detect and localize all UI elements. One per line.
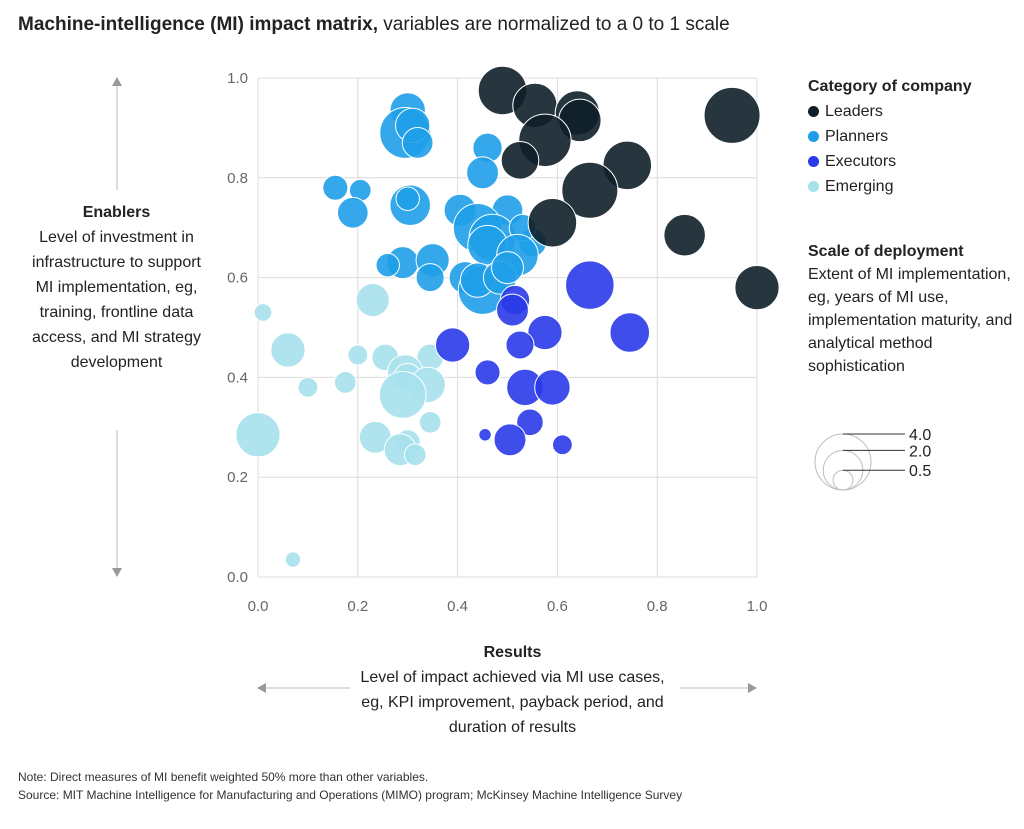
bubble-planners <box>401 127 434 159</box>
bubble-executors <box>474 359 501 386</box>
title-rest: variables are normalized to a 0 to 1 sca… <box>378 14 730 35</box>
size-legend-circle <box>814 433 872 491</box>
bubble-emerging <box>355 282 390 318</box>
size-legend-description: Extent of MI implementation, eg, years o… <box>808 266 1013 375</box>
size-legend-circles: 4.02.0 0.5 <box>814 427 931 491</box>
bubble-leaders <box>734 264 780 311</box>
x-axis-description: Level of impact achieved via MI use case… <box>360 669 665 736</box>
bubble-executors <box>434 327 471 363</box>
legend-swatch-leaders <box>808 106 819 117</box>
bubble-planners <box>336 196 369 229</box>
y-arrow-up-icon <box>112 77 122 86</box>
legend-item-emerging: Emerging <box>808 174 972 199</box>
size-legend-text: Scale of deployment Extent of MI impleme… <box>808 240 1013 378</box>
bubble-planners <box>491 251 524 285</box>
x-axis-label: Results Level of impact achieved via MI … <box>355 640 670 740</box>
y-tick-label: 0.2 <box>227 469 248 486</box>
bubble-emerging <box>253 303 273 322</box>
bubble-emerging <box>235 412 281 458</box>
x-axis-title: Results <box>483 644 542 661</box>
bubble-leaders <box>527 197 578 248</box>
y-tick-label: 0.6 <box>227 270 248 287</box>
bubble-leaders <box>663 213 706 257</box>
legend-swatch-executors <box>808 156 819 167</box>
title-bold: Machine-intelligence (MI) impact matrix, <box>18 14 379 35</box>
bubble-planners <box>415 263 445 293</box>
x-tick-label: 0.4 <box>447 598 468 615</box>
legend-label-emerging: Emerging <box>825 178 894 195</box>
legend-title: Category of company <box>808 78 972 95</box>
legend-item-planners: Planners <box>808 124 972 149</box>
y-axis-label: Enablers Level of investment in infrastr… <box>24 200 209 375</box>
size-legend-value: 0.5 <box>909 463 931 480</box>
legend-item-executors: Executors <box>808 149 972 174</box>
size-legend-circle <box>832 469 854 491</box>
bubble-emerging <box>333 371 357 394</box>
legend-label-planners: Planners <box>825 128 889 145</box>
x-tick-label: 0.2 <box>347 598 368 615</box>
bubble-leaders <box>703 86 761 144</box>
x-arrow-left-icon <box>257 683 266 693</box>
y-tick-label: 0.4 <box>227 369 248 386</box>
size-legend-title: Scale of deployment <box>808 243 964 260</box>
x-tick-label: 0.6 <box>547 598 568 615</box>
bubble-executors <box>505 330 535 360</box>
y-tick-label: 0.8 <box>227 170 248 187</box>
chart-title: Machine-intelligence (MI) impact matrix,… <box>18 14 730 36</box>
x-arrow-right-icon <box>748 683 757 693</box>
bubble-executors <box>527 314 563 351</box>
source-text: Source: MIT Machine Intelligence for Man… <box>18 788 683 802</box>
bubble-leaders <box>561 161 619 219</box>
x-tick-label: 0.8 <box>647 598 668 615</box>
bubble-executors <box>493 423 527 457</box>
bubble-executors <box>565 260 615 310</box>
y-axis-title: Enablers <box>82 204 151 221</box>
bubble-planners <box>322 174 349 201</box>
legend-item-leaders: Leaders <box>808 99 972 124</box>
bubble-emerging <box>284 551 302 568</box>
legend-label-executors: Executors <box>825 153 897 170</box>
axis-arrows <box>112 77 757 693</box>
y-arrow-down-icon <box>112 568 122 577</box>
category-legend: Category of company Leaders Planners Exe… <box>808 74 972 199</box>
legend-label-leaders: Leaders <box>825 103 883 120</box>
bubble-executors <box>534 369 571 406</box>
size-legend-value: 4.0 <box>909 427 931 444</box>
x-tick-label: 0.0 <box>248 598 269 615</box>
bubble-emerging <box>347 344 369 366</box>
note-text: Note: Direct measures of MI benefit weig… <box>18 770 429 784</box>
legend-swatch-planners <box>808 131 819 142</box>
bubble-executors <box>609 312 651 353</box>
bubble-executors <box>516 408 544 437</box>
x-tick-label: 1.0 <box>747 598 768 615</box>
bubble-emerging <box>297 376 319 398</box>
legend-swatch-emerging <box>808 181 819 192</box>
y-axis-description: Level of investment in infrastructure to… <box>32 229 201 371</box>
bubble-emerging <box>378 370 427 419</box>
tick-labels: 0.0 0.2 0.4 0.6 0.8 1.0 0.0 0.2 0.4 0.6 0.8 1.0 <box>227 70 767 615</box>
bubble-planners <box>466 156 500 190</box>
footnote: Note: Direct measures of MI benefit weig… <box>18 768 682 804</box>
bubble-emerging <box>270 332 306 368</box>
y-tick-label: 0.0 <box>227 569 248 586</box>
bubbles <box>235 65 780 568</box>
bubble-emerging <box>403 443 427 467</box>
y-tick-label: 1.0 <box>227 70 248 87</box>
bubble-planners <box>395 186 420 211</box>
bubble-leaders <box>500 141 540 180</box>
bubble-emerging <box>418 410 442 434</box>
size-legend-value: 2.0 <box>909 443 931 460</box>
bubble-planners <box>375 252 400 278</box>
bubble-executors <box>551 434 573 456</box>
bubble-executors <box>478 428 492 442</box>
bubble-executors <box>496 293 529 327</box>
